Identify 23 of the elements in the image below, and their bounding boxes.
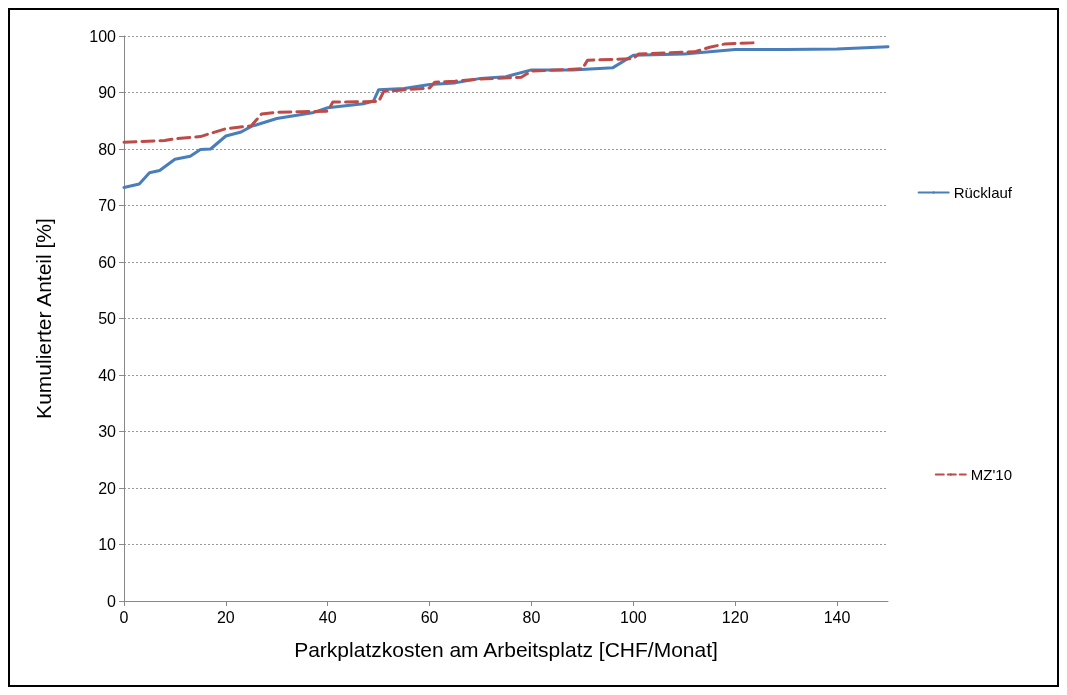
y-tick-label: 90 xyxy=(98,84,117,101)
y-tick-label: 100 xyxy=(89,27,117,45)
x-tick-label: 100 xyxy=(619,608,647,626)
legend-label: MZ'10 xyxy=(970,466,1013,483)
y-axis-title: Kumulierter Anteil [%] xyxy=(32,218,55,419)
y-tick-label: 20 xyxy=(98,479,117,497)
y-tick-label: 80 xyxy=(98,140,117,158)
x-tick-label: 80 xyxy=(522,608,541,626)
y-tick-label: 10 xyxy=(98,536,117,553)
y-tick-label: 30 xyxy=(98,423,117,440)
y-tick-label: 40 xyxy=(98,366,117,384)
x-tick-label: 60 xyxy=(420,608,439,626)
x-tick-label: 40 xyxy=(318,608,337,626)
y-tick-label: 60 xyxy=(98,253,117,271)
y-tick-label: 0 xyxy=(107,592,117,610)
legend-label: Rücklauf xyxy=(953,184,1013,201)
x-axis-title: Parkplatzkosten am Arbeitsplatz [CHF/Monat] xyxy=(294,638,718,661)
x-tick-label: 20 xyxy=(216,608,235,626)
x-tick-label: 140 xyxy=(823,608,851,626)
x-tick-label: 0 xyxy=(119,608,129,626)
y-tick-label: 50 xyxy=(98,310,117,327)
y-tick-label: 70 xyxy=(98,197,117,214)
x-tick-label: 120 xyxy=(721,608,749,626)
